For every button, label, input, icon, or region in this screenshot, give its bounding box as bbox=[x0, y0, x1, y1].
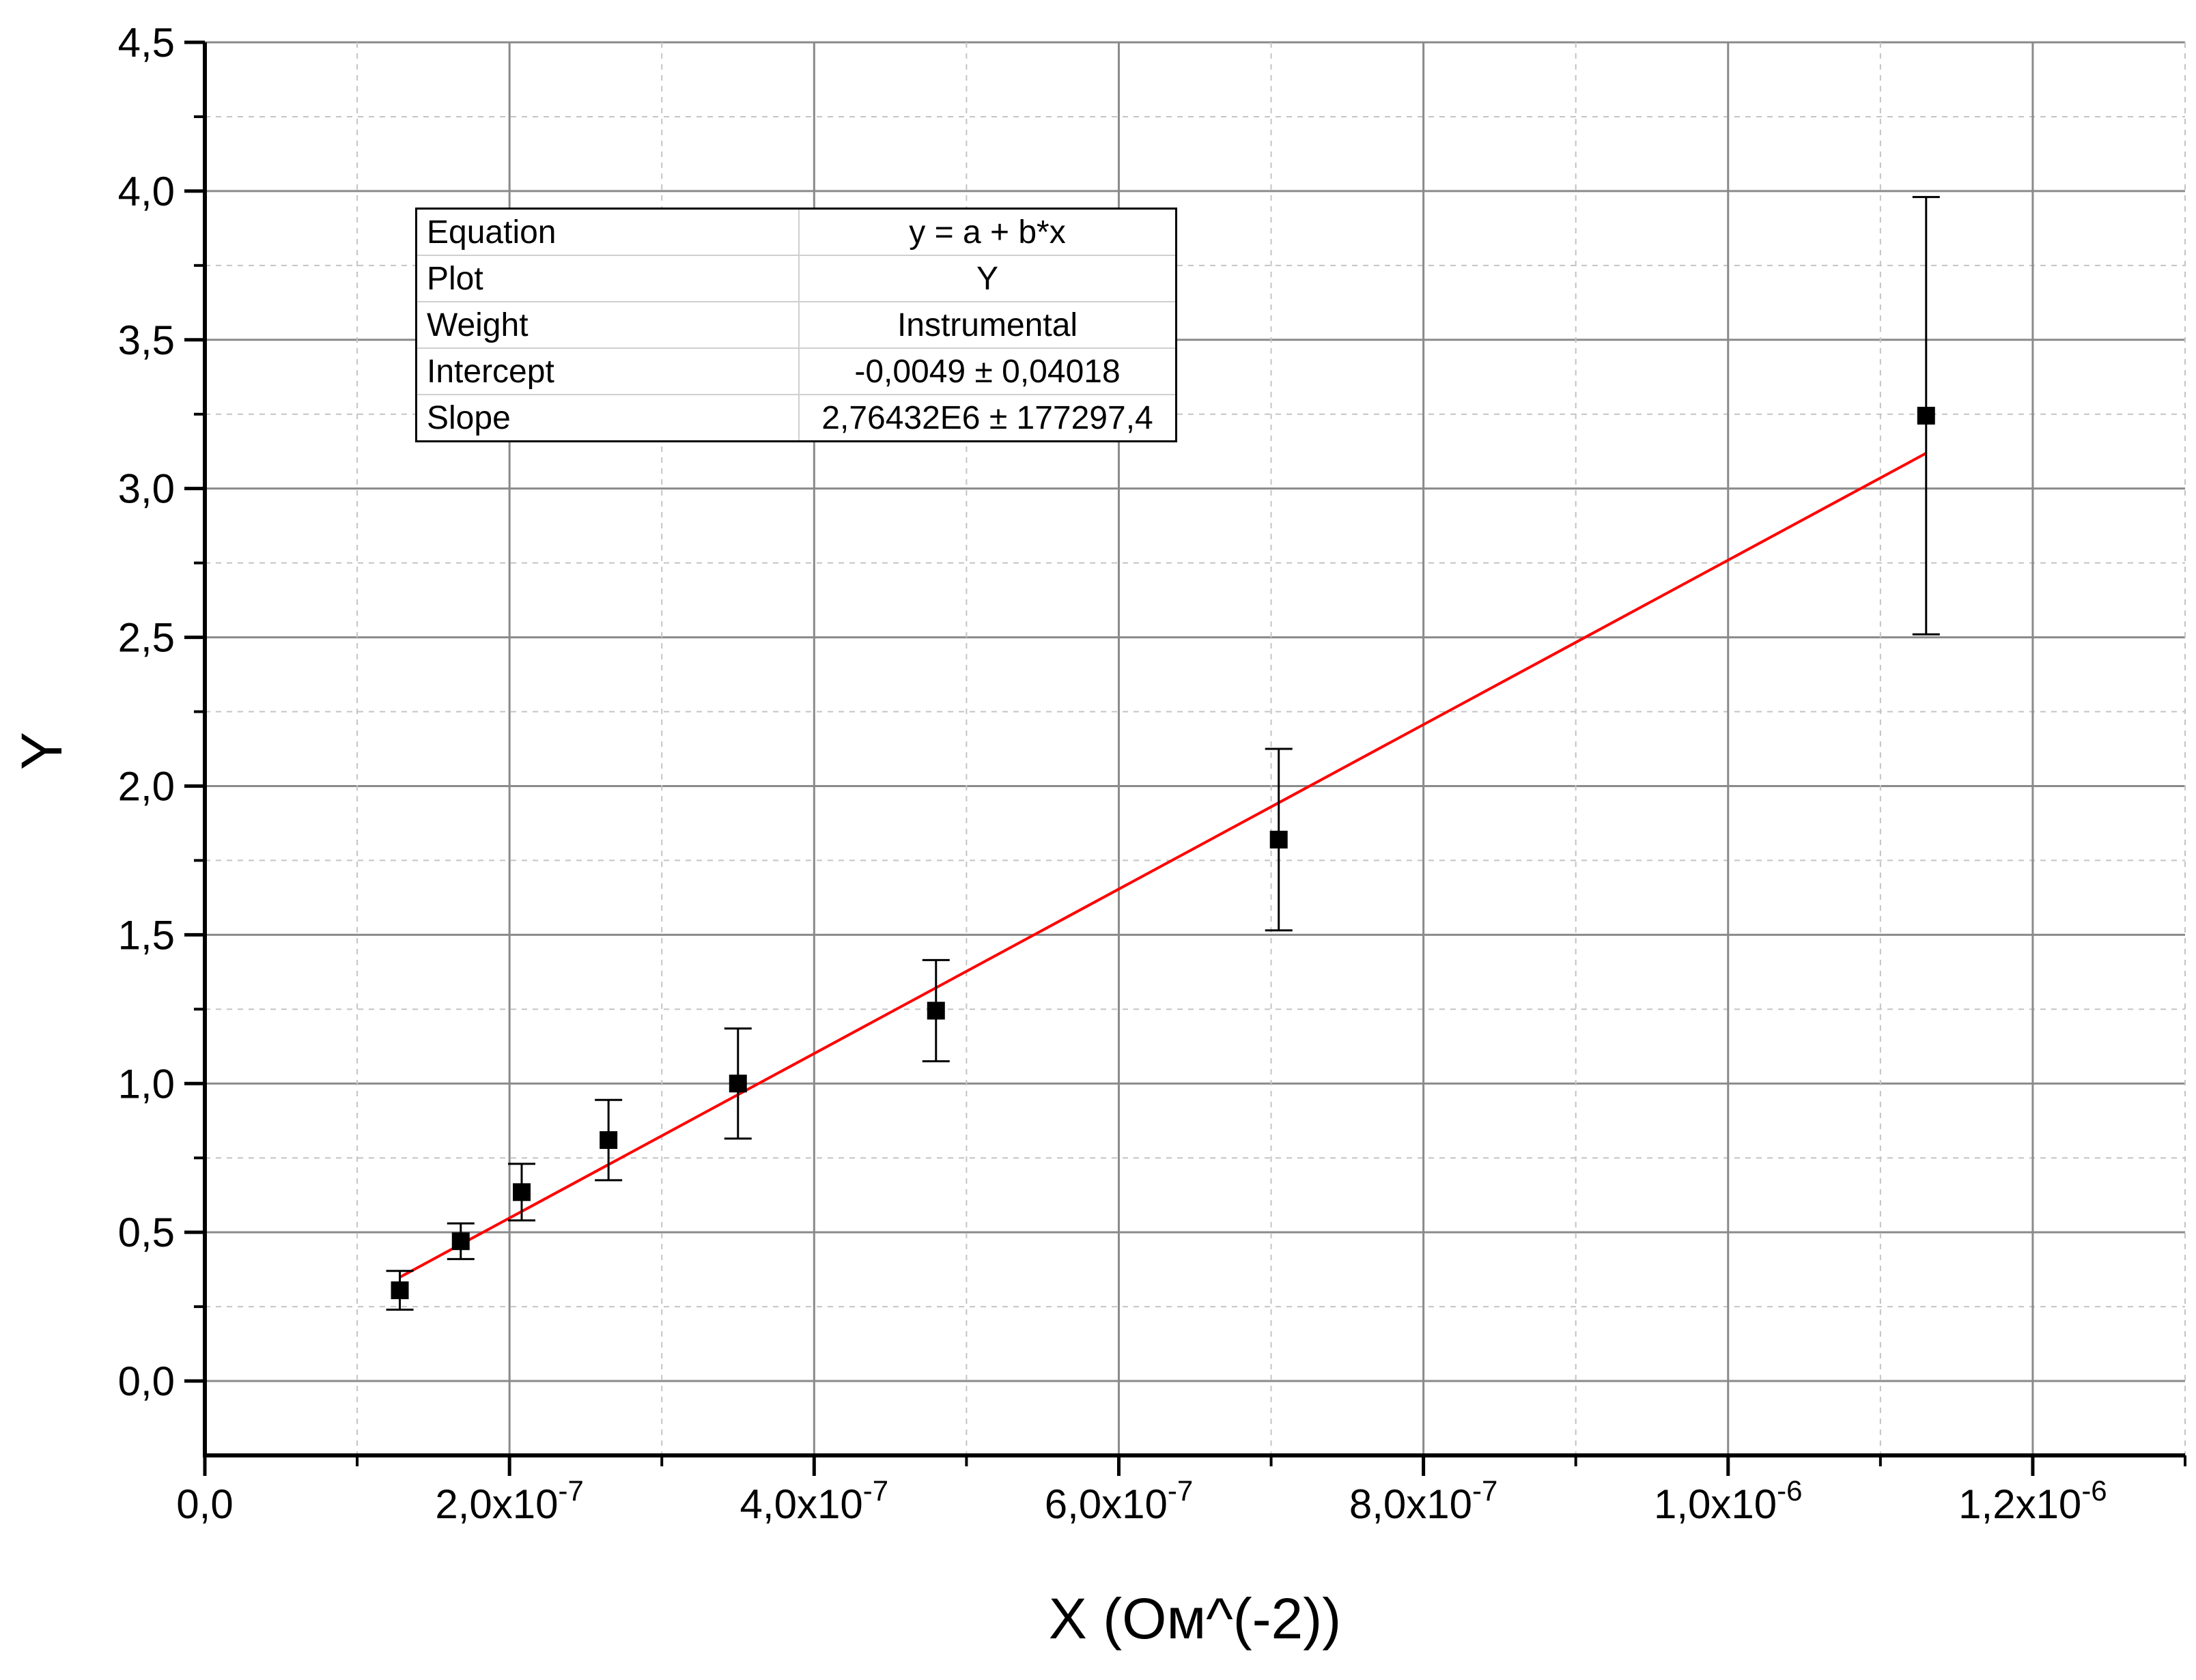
x-tick-label: 8,0x10-7 bbox=[1349, 1475, 1498, 1527]
fit-key: Plot bbox=[415, 255, 800, 302]
fit-value: Y bbox=[798, 255, 1177, 302]
y-tick-label: 3,0 bbox=[118, 466, 175, 512]
fit-key: Slope bbox=[415, 394, 800, 442]
data-points bbox=[386, 196, 1940, 1311]
x-tick-label: 2,0x10-7 bbox=[435, 1475, 584, 1527]
fit-value: y = a + b*x bbox=[798, 208, 1177, 256]
x-tick-label: 1,2x10-6 bbox=[1958, 1475, 2107, 1527]
table-row: Slope 2,76432E6 ± 177297,4 bbox=[415, 394, 1177, 442]
fit-value: -0,0049 ± 0,04018 bbox=[798, 347, 1177, 395]
data-point bbox=[729, 1074, 747, 1093]
ticks: 0,00,51,01,52,02,53,03,54,04,50,0 2,0x10-… bbox=[118, 20, 2186, 1527]
data-point bbox=[391, 1281, 409, 1300]
y-tick-label: 2,0 bbox=[118, 763, 175, 809]
data-point bbox=[1269, 830, 1288, 849]
x-tick-exponent: -7 bbox=[1472, 1475, 1497, 1507]
y-tick-label: 1,0 bbox=[118, 1061, 175, 1107]
fit-value: 2,76432E6 ± 177297,4 bbox=[798, 394, 1177, 442]
x-tick-mantissa: 0,0 bbox=[176, 1481, 233, 1527]
x-tick-exponent: -6 bbox=[1777, 1475, 1802, 1507]
y-axis-title: Y bbox=[10, 732, 74, 770]
y-tick-label: 4,5 bbox=[118, 20, 175, 66]
x-tick-mantissa: 1,2x10 bbox=[1958, 1481, 2081, 1527]
table-row: Intercept -0,0049 ± 0,04018 bbox=[415, 347, 1177, 395]
fit-results-table: Equation y = a + b*x Plot Y Weight Instrume… bbox=[415, 208, 1177, 442]
x-tick-label: 1,0x10-6 bbox=[1654, 1475, 1803, 1527]
x-tick-mantissa: 6,0x10 bbox=[1045, 1481, 1168, 1527]
fit-key: Intercept bbox=[415, 347, 800, 395]
x-tick-exponent: -6 bbox=[2081, 1475, 2107, 1507]
x-tick-mantissa: 2,0x10 bbox=[435, 1481, 558, 1527]
table-row: Equation y = a + b*x bbox=[415, 208, 1177, 256]
x-tick-mantissa: 8,0x10 bbox=[1349, 1481, 1472, 1527]
y-tick-label: 0,0 bbox=[118, 1358, 175, 1404]
fit-key: Weight bbox=[415, 301, 800, 349]
x-tick-mantissa: 4,0x10 bbox=[740, 1481, 863, 1527]
y-tick-label: 3,5 bbox=[118, 317, 175, 363]
fit-line bbox=[399, 452, 1927, 1279]
fit-key: Equation bbox=[415, 208, 800, 256]
data-point bbox=[513, 1183, 531, 1201]
table-row: Weight Instrumental bbox=[415, 301, 1177, 349]
data-point bbox=[600, 1131, 618, 1150]
fit-line-group bbox=[399, 452, 1927, 1279]
data-point bbox=[927, 1001, 945, 1020]
x-tick-exponent: -7 bbox=[863, 1475, 888, 1507]
x-tick-mantissa: 1,0x10 bbox=[1654, 1481, 1777, 1527]
data-point bbox=[1917, 406, 1935, 425]
axes bbox=[203, 42, 2185, 1457]
x-tick-label: 6,0x10-7 bbox=[1045, 1475, 1194, 1527]
y-tick-label: 1,5 bbox=[118, 912, 175, 958]
y-tick-label: 4,0 bbox=[118, 169, 175, 214]
x-tick-label: 4,0x10-7 bbox=[740, 1475, 889, 1527]
table-row: Plot Y bbox=[415, 255, 1177, 302]
x-tick-exponent: -7 bbox=[559, 1475, 584, 1507]
x-axis-title: X (Ом^(-2)) bbox=[1049, 1586, 1341, 1651]
y-tick-label: 0,5 bbox=[118, 1210, 175, 1255]
data-point bbox=[451, 1232, 470, 1251]
fit-value: Instrumental bbox=[798, 301, 1177, 349]
y-tick-label: 2,5 bbox=[118, 615, 175, 661]
x-tick-exponent: -7 bbox=[1168, 1475, 1193, 1507]
x-tick-label: 0,0 bbox=[176, 1481, 233, 1527]
